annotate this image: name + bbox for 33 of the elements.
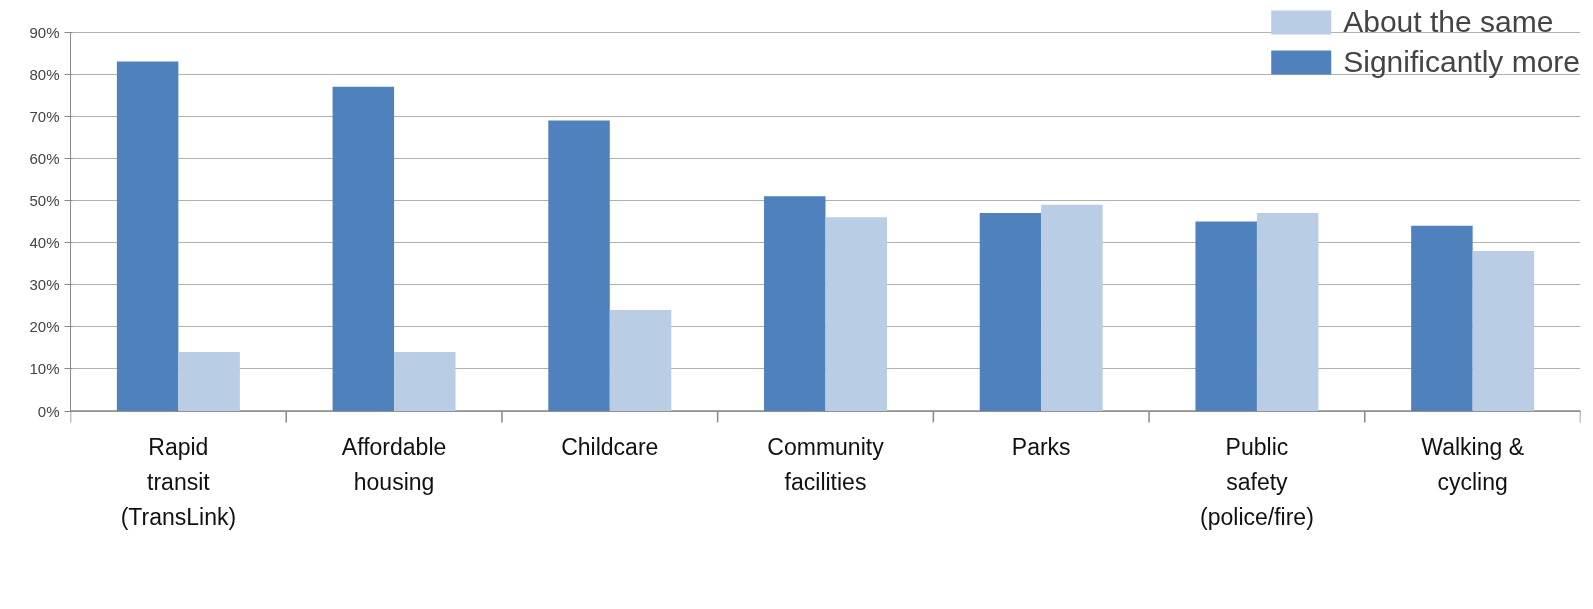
bar [394,352,456,412]
bar [1411,225,1473,412]
y-tick-label: 0% [37,402,60,420]
y-tick-label: 40% [29,234,60,252]
y-tick-label: 90% [29,23,60,41]
bar [609,309,672,412]
x-tick-label: Parks [1011,433,1071,460]
y-tick-label: 70% [29,107,60,125]
bar [178,352,240,412]
bar [548,120,610,412]
x-tick-label: Public safety (police/fire) [1200,433,1314,530]
y-tick-label: 10% [29,360,60,378]
bar [764,196,826,412]
bar [332,86,395,412]
bar [1472,251,1535,412]
x-tick-label: Community facilities [767,433,885,495]
bar [1195,221,1257,412]
x-tick-label: Walking & cycling [1421,433,1524,495]
legend-label: About the same [1343,5,1554,39]
x-tick-label: Childcare [561,433,659,460]
bar [979,213,1042,412]
bar [825,217,887,412]
y-tick-label: 80% [29,65,60,83]
bar [116,61,179,412]
x-tick-label: Rapid transit (TransLink) [120,433,237,530]
bar [1256,213,1319,412]
y-tick-label: 20% [29,318,60,336]
x-tick-label: Affordable housing [341,433,447,495]
y-tick-label: 60% [29,149,60,167]
y-tick-label: 30% [29,276,60,294]
y-tick-label: 50% [29,191,60,209]
legend-label: Significantly more [1343,45,1580,79]
bar [1041,204,1103,412]
